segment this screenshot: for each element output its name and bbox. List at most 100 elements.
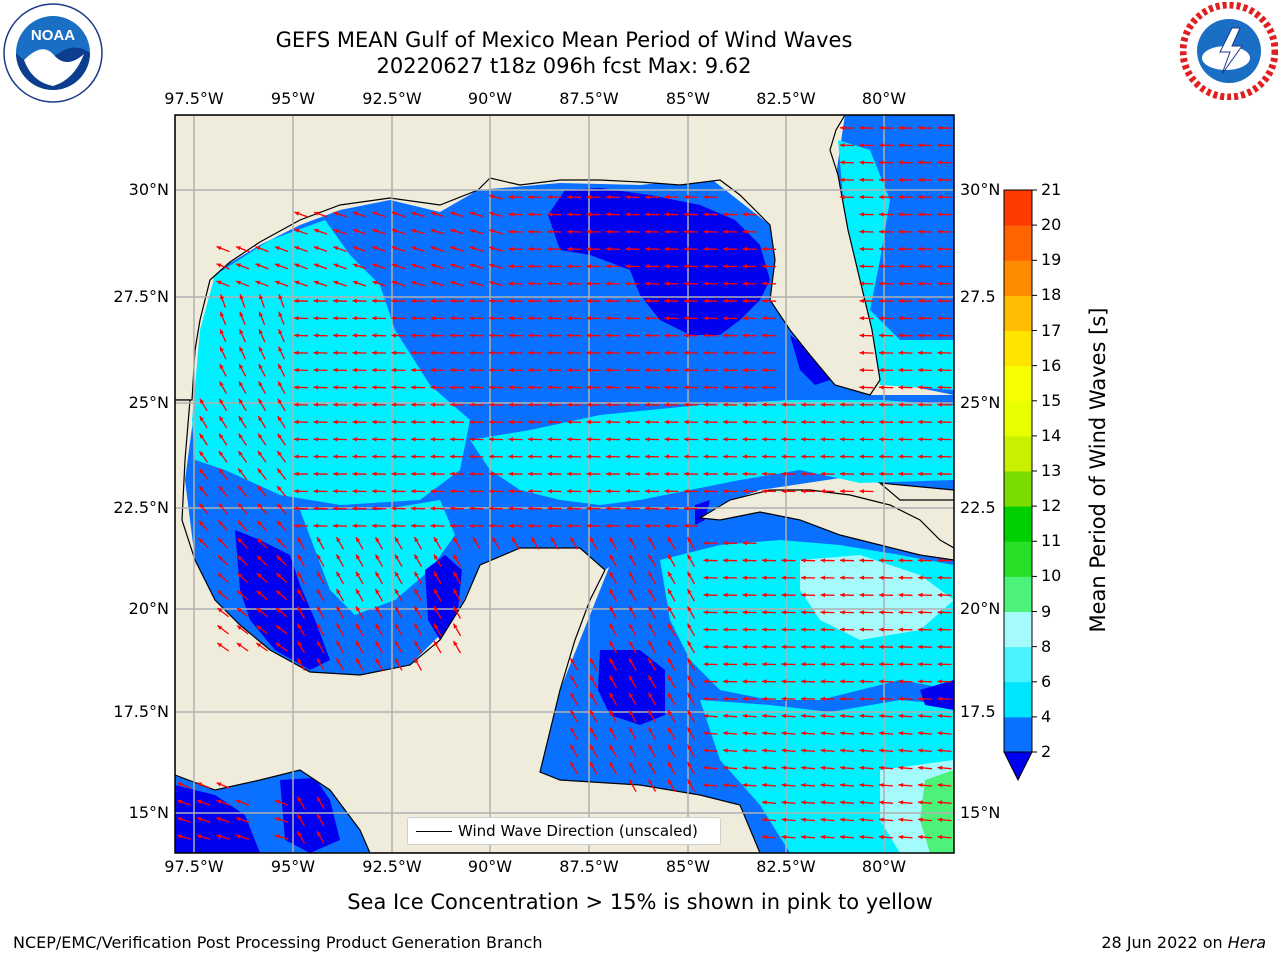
- wind-arrow-head: [918, 817, 923, 822]
- lon-label-bottom: 82.5°W: [756, 857, 816, 876]
- wind-arrow-head: [278, 329, 283, 335]
- wind-arrow-head: [567, 333, 572, 338]
- wind-arrow-head: [625, 298, 631, 304]
- wind-arrow-head: [723, 489, 728, 494]
- wind-arrow-head: [645, 471, 650, 477]
- wind-arrow-head: [879, 713, 884, 719]
- wind-arrow-head: [489, 385, 494, 390]
- wind-arrow-head: [625, 402, 631, 407]
- wind-arrow-head: [278, 294, 283, 300]
- wind-arrow-head: [781, 471, 787, 477]
- wind-arrow-head: [294, 350, 299, 355]
- wind-arrow-head: [217, 608, 223, 613]
- colorbar-tick-label: 18: [1041, 285, 1062, 305]
- wind-arrow-head: [781, 765, 787, 770]
- wind-arrow-head: [238, 398, 244, 404]
- wind-arrow-head: [879, 644, 884, 650]
- footer-date: 28 Jun 2022 on Hera: [1101, 933, 1266, 952]
- dark-pacific-2: [280, 778, 340, 853]
- wind-arrow-head: [586, 246, 592, 252]
- wind-arrow-head: [218, 468, 224, 474]
- wind-arrow-head: [742, 679, 748, 684]
- colorbar-tick-label: 16: [1041, 355, 1062, 375]
- wind-arrow-head: [609, 554, 614, 560]
- wind-arrow-head: [937, 125, 943, 131]
- wind-arrow-head: [590, 710, 595, 716]
- wind-arrow-head: [547, 264, 553, 269]
- wind-arrow-head: [590, 537, 595, 543]
- wind-arrow-head: [294, 298, 299, 304]
- wind-arrow-head: [294, 228, 300, 233]
- colorbar-extend-triangle: [1003, 751, 1033, 782]
- wind-arrow-head: [859, 489, 865, 494]
- wind-arrow-head: [723, 264, 728, 269]
- land-us-mainland: [175, 115, 954, 401]
- wind-arrow-head: [937, 212, 943, 217]
- wind-arrow-head: [469, 333, 475, 338]
- wind-arrow-head: [629, 623, 634, 629]
- wind-arrow-head: [430, 506, 436, 511]
- wind-arrow-head: [918, 367, 923, 373]
- wind-arrow-head: [668, 606, 673, 612]
- wind-arrow-head: [937, 229, 943, 234]
- wind-arrow-head: [742, 765, 748, 770]
- wind-arrow-head: [391, 280, 397, 285]
- wind-arrow-head: [567, 212, 572, 217]
- colorbar-tick-label: 19: [1041, 250, 1062, 270]
- wind-arrow-head: [898, 644, 904, 650]
- wind-arrow-head: [898, 194, 904, 200]
- green-patch: [920, 770, 954, 853]
- colorbar-tick-label: 4: [1041, 706, 1052, 726]
- wind-arrow-head: [586, 367, 592, 373]
- wind-arrow-head: [395, 623, 400, 629]
- wind-arrow-head: [258, 398, 263, 404]
- wind-arrow-head: [411, 506, 416, 511]
- wind-arrow-head: [317, 589, 322, 594]
- wind-arrow-head: [742, 662, 748, 667]
- wind-arrow-head: [801, 817, 806, 822]
- wind-arrow-head: [450, 402, 455, 407]
- wind-arrow-head: [313, 506, 319, 511]
- wind-arrow-head: [801, 748, 806, 753]
- wind-arrow-head: [879, 437, 884, 442]
- wind-arrow-head: [668, 623, 673, 629]
- wind-arrow-head: [742, 575, 748, 580]
- wind-arrow-head: [723, 316, 728, 321]
- wind-arrow-head: [898, 367, 904, 373]
- wind-arrow-head: [898, 316, 904, 321]
- wind-arrow-head: [411, 333, 416, 338]
- wind-arrow-head: [336, 571, 341, 577]
- wind-arrow-head: [219, 433, 224, 439]
- wind-arrow-head: [317, 554, 322, 560]
- wind-arrow-head: [879, 558, 884, 563]
- wind-arrow-head: [411, 229, 417, 234]
- wind-arrow-head: [859, 402, 865, 407]
- wind-arrow-head: [859, 367, 865, 373]
- wind-arrow-head: [508, 212, 514, 217]
- wind-arrow-head: [629, 675, 634, 681]
- wind-arrow-head: [430, 419, 436, 425]
- wind-arrow-head: [645, 229, 650, 234]
- wind-arrow-head: [199, 451, 204, 456]
- wind-arrow-head: [703, 765, 709, 770]
- wind-arrow-head: [898, 246, 904, 252]
- wind-arrow-head: [781, 731, 787, 736]
- wind-arrow-head: [625, 506, 631, 511]
- wind-arrow-head: [687, 623, 692, 629]
- wind-arrow-head: [391, 367, 397, 373]
- wind-arrow-head: [606, 419, 611, 425]
- wind-arrow-head: [664, 471, 670, 477]
- wind-arrow-head: [586, 471, 592, 477]
- wind-arrow-head: [590, 727, 595, 733]
- wind-arrow-head: [236, 643, 242, 648]
- wind-arrow-head: [333, 385, 338, 390]
- wind-wave-arrows: [177, 125, 952, 844]
- wind-arrow-head: [742, 281, 748, 286]
- wind-arrow-head: [859, 610, 865, 615]
- wind-arrow-head: [820, 454, 826, 459]
- wind-arrow-head: [859, 627, 865, 632]
- wind-arrow-head: [762, 385, 767, 390]
- wind-arrow-head: [898, 454, 904, 459]
- wind-arrow-head: [489, 523, 494, 528]
